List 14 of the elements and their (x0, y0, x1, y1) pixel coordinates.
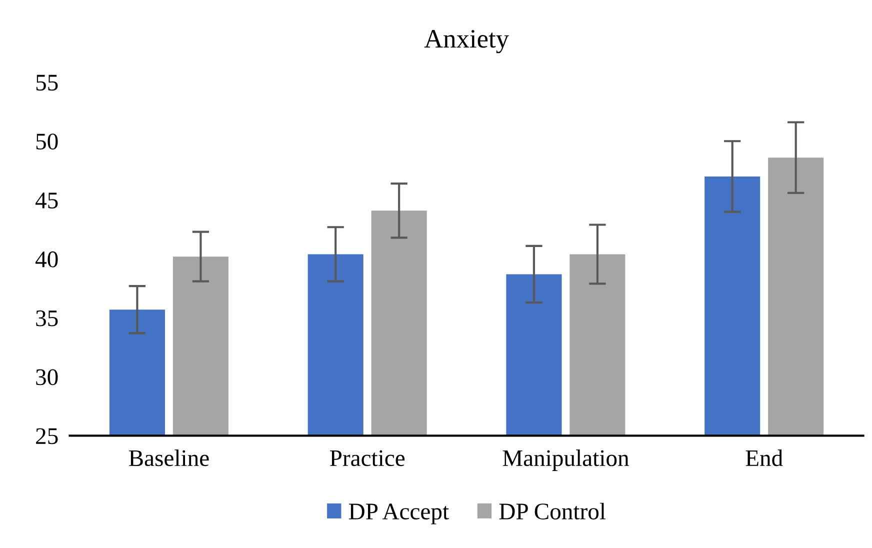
y-tick-label: 45 (36, 192, 58, 208)
y-tick-label: 40 (36, 251, 58, 268)
legend-label: DP Control (499, 502, 606, 520)
x-tick-label: Baseline (128, 450, 209, 466)
x-tick-label: Practice (330, 450, 405, 466)
y-tick-label: 50 (36, 134, 58, 150)
y-tick-label: 25 (36, 428, 58, 444)
legend-label: DP Accept (348, 504, 449, 524)
y-tick-label: 30 (36, 369, 58, 386)
chart-title: Anxiety (424, 30, 509, 54)
y-tick-label: 35 (36, 310, 58, 326)
x-tick-label: Manipulation (502, 450, 629, 471)
y-tick-label: 55 (36, 74, 58, 91)
x-tick-label: End (746, 450, 783, 466)
